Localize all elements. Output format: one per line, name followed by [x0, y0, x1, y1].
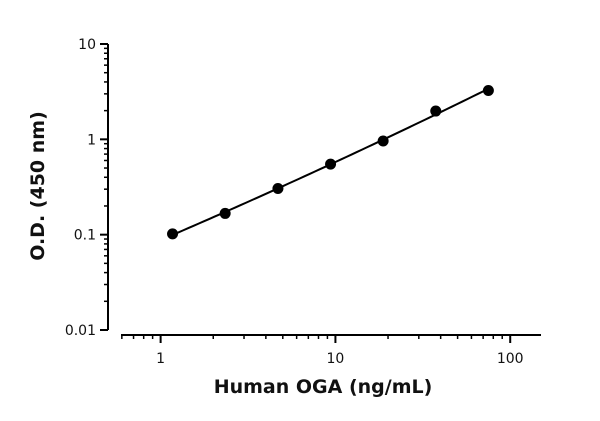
y-tick-label: 0.01: [65, 323, 96, 339]
tick-labels: 0.01 0.1 1 10 1 10 100: [65, 37, 524, 367]
data-point: [167, 228, 179, 240]
data-points: [167, 85, 494, 240]
y-axis-title: O.D. (450 nm): [27, 111, 49, 261]
axes: [107, 44, 541, 336]
data-point: [272, 182, 284, 194]
x-axis-title: Human OGA (ng/mL): [214, 376, 433, 398]
data-point: [377, 135, 389, 147]
x-tick-label: 1: [156, 351, 165, 367]
data-point: [482, 85, 494, 97]
y-tick-label: 10: [78, 37, 96, 53]
data-point: [325, 158, 337, 170]
data-point: [430, 105, 442, 117]
x-tick-label: 100: [497, 351, 524, 367]
data-point: [219, 207, 231, 219]
ticks: [100, 43, 512, 343]
y-tick-label: 0.1: [74, 228, 96, 244]
x-tick-label: 10: [327, 351, 345, 367]
y-tick-label: 1: [87, 132, 96, 148]
